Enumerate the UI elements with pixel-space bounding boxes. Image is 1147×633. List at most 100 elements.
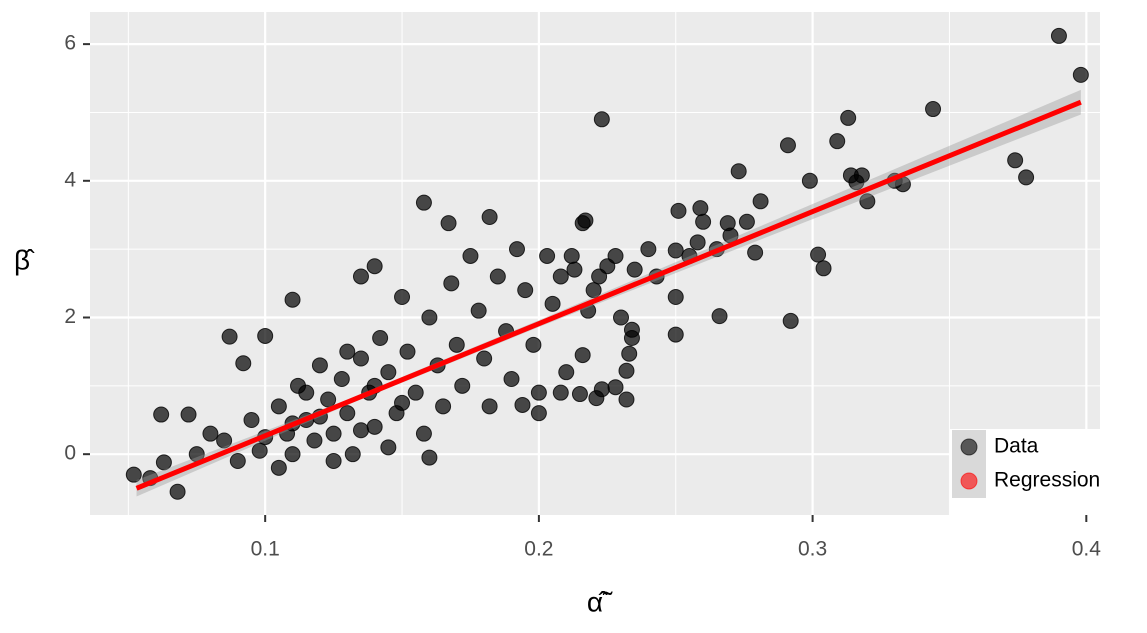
point xyxy=(366,258,383,275)
point xyxy=(415,425,432,442)
point xyxy=(251,442,268,459)
point xyxy=(399,343,416,360)
point xyxy=(752,193,769,210)
point xyxy=(623,321,640,338)
point xyxy=(339,405,356,422)
point xyxy=(607,379,624,396)
point xyxy=(440,215,457,232)
point xyxy=(421,309,438,326)
point xyxy=(574,347,591,364)
point xyxy=(489,268,506,285)
point xyxy=(421,449,438,466)
point xyxy=(525,336,542,353)
point xyxy=(618,362,635,379)
point xyxy=(607,247,624,264)
x-axis-label: α̃̂ xyxy=(587,586,613,617)
x-tick-label: 0.2 xyxy=(524,538,553,561)
legend-marker xyxy=(960,472,978,490)
y-axis-label: β̂ xyxy=(14,244,35,275)
point xyxy=(202,425,219,442)
point xyxy=(558,364,575,381)
point xyxy=(298,384,315,401)
point xyxy=(517,282,534,299)
point xyxy=(667,242,684,259)
point xyxy=(153,406,170,423)
point xyxy=(235,355,252,372)
point xyxy=(333,370,350,387)
point xyxy=(840,109,857,126)
point xyxy=(1007,152,1024,169)
point xyxy=(667,288,684,305)
point xyxy=(552,384,569,401)
point xyxy=(394,394,411,411)
point xyxy=(284,446,301,463)
point xyxy=(593,111,610,128)
point xyxy=(125,466,142,483)
point xyxy=(1050,27,1067,44)
point xyxy=(454,377,471,394)
legend-label: Data xyxy=(994,435,1039,458)
point xyxy=(435,398,452,415)
x-tick-label: 0.3 xyxy=(798,538,827,561)
point xyxy=(311,357,328,374)
y-tick-label: 0 xyxy=(64,442,76,465)
point xyxy=(180,406,197,423)
point xyxy=(448,336,465,353)
point xyxy=(481,209,498,226)
point xyxy=(380,439,397,456)
panel xyxy=(90,12,1100,515)
point xyxy=(476,350,493,367)
point xyxy=(1072,66,1089,83)
point xyxy=(530,405,547,422)
point xyxy=(552,268,569,285)
point xyxy=(779,137,796,154)
point xyxy=(591,268,608,285)
point xyxy=(539,247,556,264)
point xyxy=(344,446,361,463)
point xyxy=(829,133,846,150)
point xyxy=(1018,169,1035,186)
point xyxy=(563,247,580,264)
point xyxy=(566,261,583,278)
x-tick-label: 0.1 xyxy=(251,538,280,561)
point xyxy=(320,391,337,408)
point xyxy=(530,384,547,401)
regression-line xyxy=(135,99,1082,491)
point xyxy=(626,261,643,278)
point xyxy=(216,432,233,449)
point xyxy=(372,329,389,346)
y-tick-label: 6 xyxy=(64,32,76,55)
point xyxy=(352,268,369,285)
point xyxy=(443,275,460,292)
point xyxy=(325,425,342,442)
point xyxy=(621,345,638,362)
point xyxy=(859,193,876,210)
x-tick-label: 0.4 xyxy=(1072,538,1102,561)
point xyxy=(352,422,369,439)
point xyxy=(169,483,186,500)
point xyxy=(848,174,865,191)
point xyxy=(503,370,520,387)
point xyxy=(815,260,832,277)
point xyxy=(925,101,942,118)
point xyxy=(782,312,799,329)
point xyxy=(692,200,709,217)
point xyxy=(613,309,630,326)
point xyxy=(801,172,818,189)
point xyxy=(221,328,238,345)
point xyxy=(670,202,687,219)
point xyxy=(407,384,424,401)
legend-label: Regression xyxy=(994,469,1100,492)
point xyxy=(270,398,287,415)
point xyxy=(257,327,274,344)
point xyxy=(747,244,764,261)
point xyxy=(243,412,260,429)
point xyxy=(380,364,397,381)
point xyxy=(339,343,356,360)
point xyxy=(229,453,246,470)
y-tick-label: 2 xyxy=(64,305,76,328)
legend-marker xyxy=(960,438,978,456)
point xyxy=(667,326,684,343)
point xyxy=(325,453,342,470)
